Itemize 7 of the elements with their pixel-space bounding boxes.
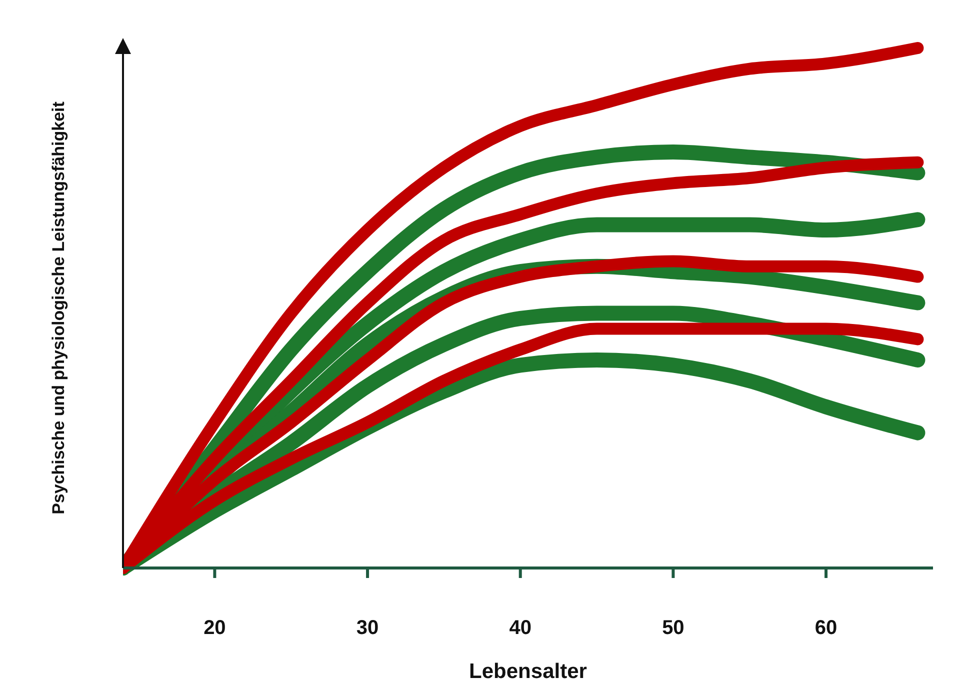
x-tick-label: 30 xyxy=(356,617,379,640)
x-axis-title: Lebensalter xyxy=(469,660,587,683)
y-axis-title: Psychische und physiologische Leistungsfähigkeit xyxy=(49,101,68,514)
x-tick-label: 60 xyxy=(814,617,838,640)
x-tick-label: 20 xyxy=(204,617,226,640)
x-tick-label: 50 xyxy=(662,617,684,640)
x-tick-label: 40 xyxy=(509,617,532,640)
